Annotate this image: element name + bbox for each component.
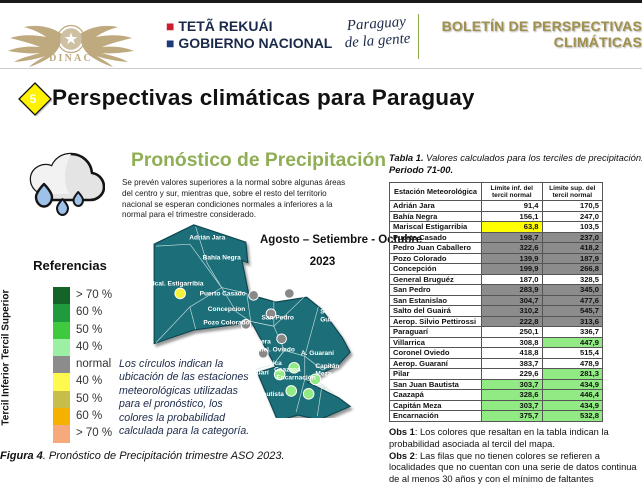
svg-text:5: 5 [30, 92, 37, 106]
svg-text:Adrián Jara: Adrián Jara [189, 234, 225, 241]
svg-text:Pozo Colorado: Pozo Colorado [203, 319, 249, 326]
svg-text:DINAC: DINAC [49, 53, 93, 64]
svg-text:San Pedro: San Pedro [262, 314, 294, 321]
svg-text:Pilar: Pilar [237, 381, 252, 388]
svg-text:Meza: Meza [315, 370, 331, 377]
svg-text:A. Guaraní: A. Guaraní [301, 350, 334, 357]
svg-text:Guairá: Guairá [320, 316, 341, 323]
svg-text:Salto del: Salto del [320, 309, 347, 316]
svg-text:Puerto Casado: Puerto Casado [200, 290, 246, 297]
svg-text:Cnel. Oviedo: Cnel. Oviedo [255, 346, 295, 353]
svg-text:Encarnación: Encarnación [276, 374, 315, 381]
svg-text:S.J.Bautista: S.J.Bautista [246, 391, 284, 398]
svg-text:Capitán: Capitán [315, 363, 339, 370]
svg-text:P. J. Caballero: P. J. Caballero [292, 286, 336, 293]
svg-text:Concepcíon: Concepcíon [208, 306, 245, 313]
svg-text:Bahía Negra: Bahía Negra [203, 255, 242, 262]
svg-text:Asunción: Asunción [218, 342, 248, 349]
svg-text:Caazapá: Caazapá [274, 367, 301, 374]
svg-text:Mcal. Estigarribia: Mcal. Estigarribia [149, 281, 204, 288]
svg-text:Paraguarí: Paraguarí [238, 370, 268, 377]
